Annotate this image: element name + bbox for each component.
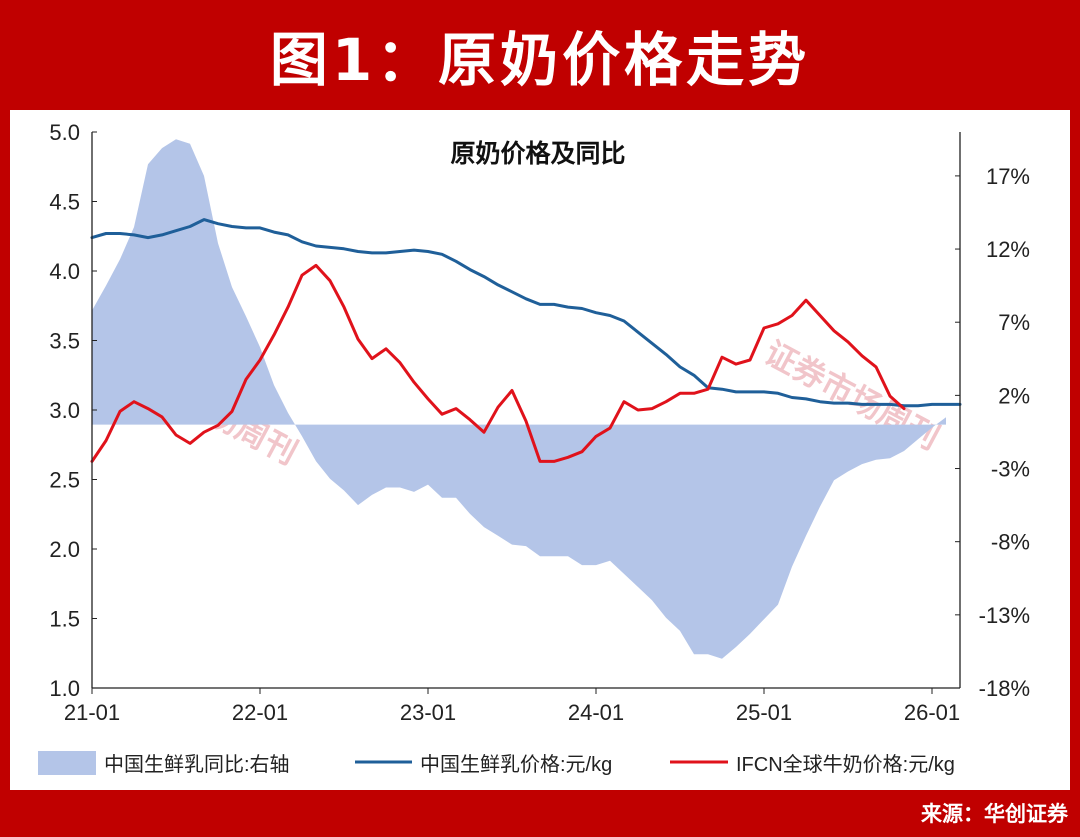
legend-swatch-area: [38, 751, 96, 775]
line-series-ifcn-price: [90, 263, 906, 463]
x-tick-label: 22-01: [232, 700, 288, 725]
banner-title: 图1：原奶价格走势: [269, 26, 811, 94]
area-series-yoy: [92, 139, 946, 659]
y-left-tick-label: 2.5: [49, 468, 80, 493]
y-left-tick-label: 4.5: [49, 190, 80, 215]
legend-label-area: 中国生鲜乳同比:右轴: [104, 753, 290, 776]
y-left-tick-label: 3.0: [49, 398, 80, 423]
x-tick-label: 26-01: [904, 700, 960, 725]
source-note: 来源：华创证券: [921, 802, 1068, 826]
y-left-tick-label: 1.5: [49, 607, 80, 632]
x-tick-label: 25-01: [736, 700, 792, 725]
chart-title: 原奶价格及同比: [450, 139, 625, 168]
x-tick-label: 23-01: [400, 700, 456, 725]
y-right-tick-label: 17%: [986, 164, 1030, 189]
legend: 中国生鲜乳同比:右轴 中国生鲜乳价格:元/kg IFCN全球牛奶价格:元/kg: [38, 751, 955, 776]
y-left-tick-label: 3.5: [49, 329, 80, 354]
y-right-tick-label: -8%: [991, 530, 1030, 555]
legend-label-blue: 中国生鲜乳价格:元/kg: [420, 753, 612, 776]
y-left-tick-label: 5.0: [49, 120, 80, 145]
x-tick-label: 21-01: [64, 700, 120, 725]
chart-panel: 证券市场周刊 证券市场周刊 5.04.54.03.53.02.52.01.51.…: [10, 110, 1070, 790]
y-right-tick-label: -3%: [991, 457, 1030, 482]
y-left-tick-label: 4.0: [49, 259, 80, 284]
line-series-china-price: [90, 218, 962, 408]
legend-label-red: IFCN全球牛奶价格:元/kg: [736, 753, 955, 776]
y-right-tick-label: 2%: [998, 383, 1030, 408]
y-right-tick-label: 12%: [986, 237, 1030, 262]
y-right-tick-label: 7%: [998, 310, 1030, 335]
x-tick-label: 24-01: [568, 700, 624, 725]
y-left-tick-label: 1.0: [49, 676, 80, 701]
chart: 证券市场周刊 证券市场周刊 5.04.54.03.53.02.52.01.51.…: [38, 120, 1030, 776]
y-right-tick-label: -18%: [979, 676, 1030, 701]
y-left-tick-label: 2.0: [49, 537, 80, 562]
y-right-tick-label: -13%: [979, 603, 1030, 628]
